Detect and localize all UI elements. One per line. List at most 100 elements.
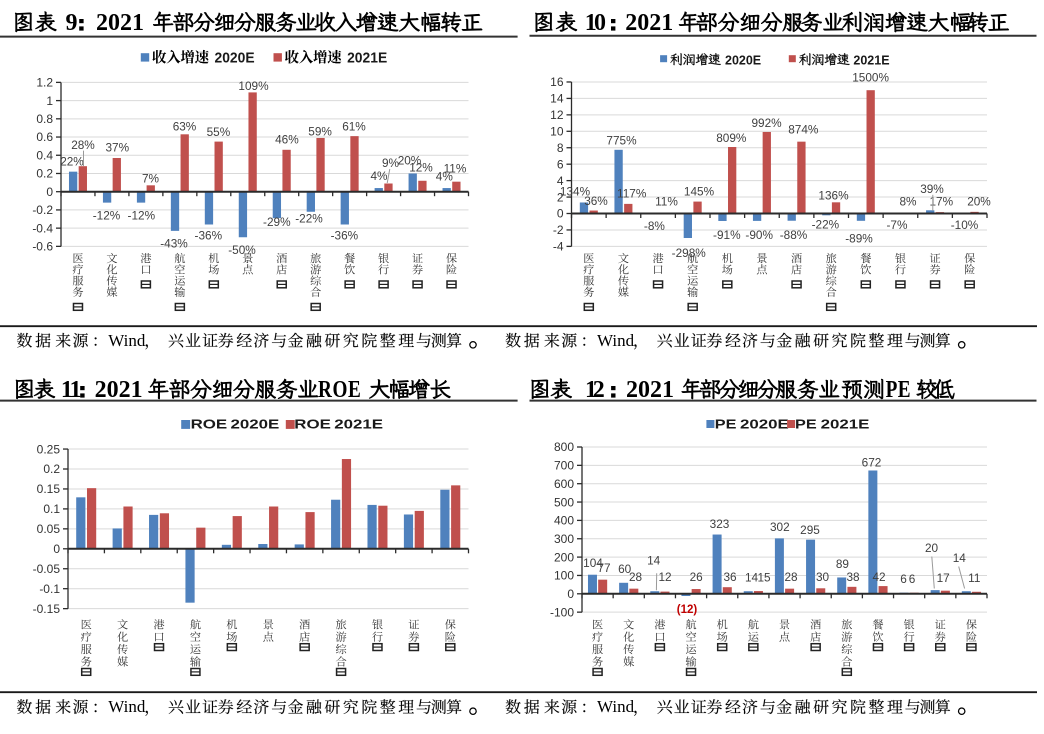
svg-text:109%: 109%	[238, 79, 269, 93]
svg-text:89: 89	[836, 557, 849, 571]
svg-text:-22%: -22%	[295, 211, 323, 225]
svg-text:14: 14	[647, 553, 661, 567]
svg-text:63%: 63%	[173, 120, 197, 134]
svg-text:61%: 61%	[342, 120, 366, 134]
svg-text:(12): (12)	[677, 604, 698, 616]
svg-text:-10%: -10%	[951, 218, 979, 232]
svg-text:12%: 12%	[409, 161, 433, 175]
svg-text:-89%: -89%	[845, 231, 873, 245]
svg-text:11%: 11%	[655, 194, 678, 208]
svg-text:0.2: 0.2	[43, 462, 60, 476]
svg-text:2020E: 2020E	[231, 417, 280, 432]
svg-text:2021E: 2021E	[821, 417, 870, 432]
svg-text:800: 800	[554, 440, 574, 454]
svg-text:-0.15: -0.15	[33, 602, 61, 616]
svg-text:2021: 2021	[96, 10, 144, 36]
svg-text:2020E: 2020E	[740, 417, 789, 432]
svg-text:672: 672	[862, 456, 882, 470]
svg-text:8%: 8%	[899, 195, 917, 209]
svg-text:-7%: -7%	[887, 218, 908, 232]
svg-text:0: 0	[53, 542, 60, 556]
svg-text:2021: 2021	[626, 377, 674, 403]
svg-text:-88%: -88%	[780, 228, 808, 242]
svg-text:-298%: -298%	[672, 246, 707, 260]
svg-text:0.2: 0.2	[36, 167, 53, 181]
svg-text:-100: -100	[550, 605, 574, 619]
svg-text:0: 0	[46, 185, 53, 199]
svg-text:37%: 37%	[105, 140, 129, 154]
svg-text:323: 323	[710, 517, 730, 531]
svg-text:17: 17	[937, 571, 950, 585]
svg-text:0.6: 0.6	[36, 130, 53, 144]
svg-text:0.25: 0.25	[37, 442, 61, 456]
svg-text:0.8: 0.8	[36, 112, 53, 126]
svg-text:20: 20	[925, 541, 939, 555]
svg-text:-50%: -50%	[228, 243, 256, 257]
svg-text:36: 36	[723, 570, 737, 584]
svg-text:7%: 7%	[142, 171, 160, 185]
svg-text:8: 8	[557, 141, 564, 155]
svg-text:-0.1: -0.1	[39, 582, 60, 596]
svg-text:-43%: -43%	[160, 236, 188, 250]
svg-text:20%: 20%	[967, 194, 991, 208]
svg-text:Wind: Wind	[597, 331, 635, 350]
svg-text:-0.6: -0.6	[32, 240, 53, 254]
svg-text:302: 302	[770, 520, 790, 534]
svg-text:PE: PE	[795, 418, 817, 432]
svg-text:2021E: 2021E	[334, 417, 383, 432]
svg-text:100: 100	[554, 569, 574, 583]
svg-text:26: 26	[690, 570, 704, 584]
svg-text:0.4: 0.4	[36, 148, 53, 162]
svg-text:136%: 136%	[818, 189, 849, 203]
svg-text:14: 14	[953, 551, 967, 565]
svg-text:11%: 11%	[444, 162, 467, 176]
svg-text:145%: 145%	[684, 184, 715, 198]
svg-text:6: 6	[557, 157, 564, 171]
svg-text:-0.05: -0.05	[33, 562, 61, 576]
svg-text:15: 15	[757, 571, 771, 585]
svg-text:700: 700	[554, 459, 574, 473]
svg-text:809%: 809%	[716, 131, 747, 145]
svg-text:77: 77	[597, 561, 610, 575]
svg-text:200: 200	[554, 550, 574, 564]
svg-text:6: 6	[900, 572, 907, 586]
svg-text:28: 28	[629, 570, 643, 584]
svg-text:1: 1	[70, 377, 82, 403]
svg-text:500: 500	[554, 495, 574, 509]
svg-text:400: 400	[554, 514, 574, 528]
svg-text:-0.2: -0.2	[32, 203, 53, 217]
svg-text:1: 1	[46, 94, 53, 108]
svg-text:295: 295	[800, 523, 820, 537]
svg-text:2021: 2021	[95, 377, 143, 403]
svg-text:874%: 874%	[788, 122, 819, 136]
svg-text:9: 9	[66, 10, 78, 36]
svg-text:0.15: 0.15	[37, 482, 61, 496]
svg-text:-36%: -36%	[195, 228, 223, 242]
svg-text:16: 16	[550, 75, 564, 89]
svg-text:6: 6	[909, 572, 916, 586]
svg-text:0: 0	[557, 207, 564, 221]
svg-text:28%: 28%	[71, 138, 95, 152]
svg-text:1500%: 1500%	[852, 71, 889, 85]
svg-text:30: 30	[816, 570, 830, 584]
svg-text:0: 0	[567, 587, 574, 601]
svg-text:117%: 117%	[617, 186, 647, 200]
svg-text:55%: 55%	[207, 125, 231, 139]
svg-text:0: 0	[594, 10, 606, 36]
svg-text:-8%: -8%	[644, 219, 665, 233]
svg-text:28: 28	[784, 570, 798, 584]
svg-text:-12%: -12%	[93, 209, 121, 223]
svg-text:992%: 992%	[752, 116, 783, 130]
svg-text:2021E: 2021E	[853, 53, 889, 67]
svg-text:46%: 46%	[275, 132, 299, 146]
svg-text:PE: PE	[715, 418, 737, 432]
svg-text:2021E: 2021E	[347, 49, 387, 65]
svg-text:Wind: Wind	[597, 697, 635, 716]
svg-text:42: 42	[872, 570, 885, 584]
svg-text:-4: -4	[553, 240, 564, 254]
svg-text:PE: PE	[886, 376, 911, 403]
svg-text:11: 11	[968, 571, 980, 585]
svg-text:300: 300	[554, 532, 574, 546]
svg-text:-36%: -36%	[331, 228, 359, 242]
svg-text:-0.4: -0.4	[32, 221, 53, 235]
